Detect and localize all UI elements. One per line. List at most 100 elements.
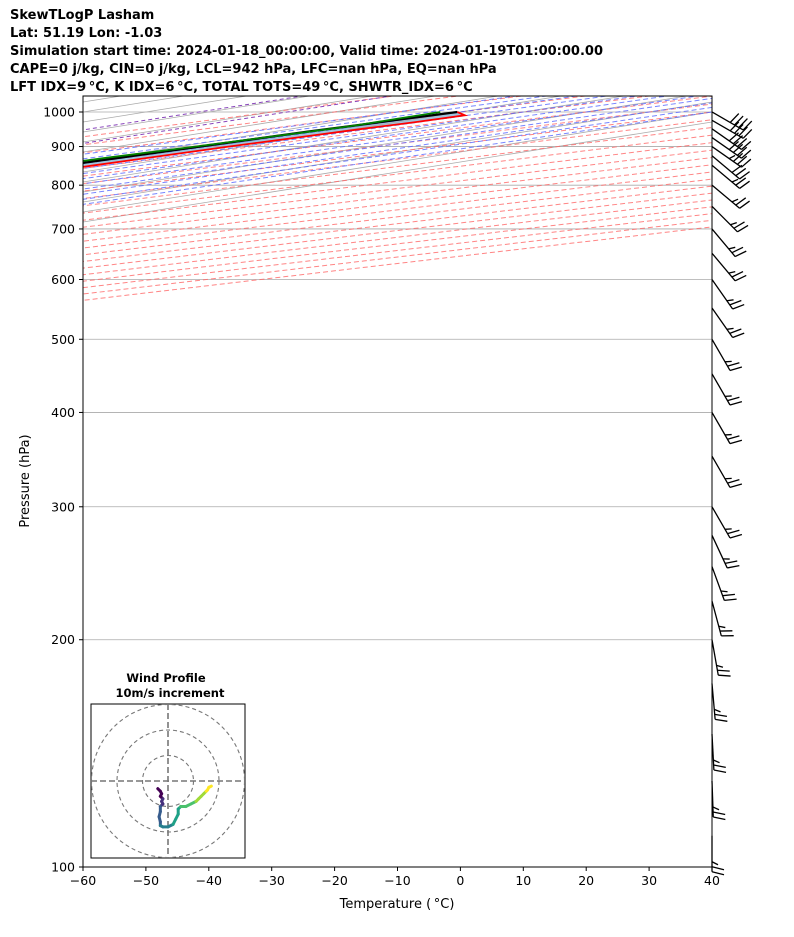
wind-barb-feather — [718, 625, 726, 629]
temperature-line — [83, 111, 469, 168]
wind-barb-feather — [736, 146, 748, 156]
wind-barb-shaft — [711, 184, 740, 209]
dry-adiabat — [83, 119, 712, 200]
y-tick-label: 700 — [51, 221, 75, 236]
wind-barb — [711, 137, 752, 159]
wind-barb-shaft — [711, 639, 719, 676]
wind-barb — [711, 734, 727, 774]
wind-barb — [711, 279, 745, 310]
x-tick-label: −50 — [133, 873, 159, 888]
wind-barb — [711, 455, 743, 489]
y-axis-label: Pressure (hPa) — [18, 434, 33, 527]
wind-barb-feather — [730, 221, 737, 226]
wind-barb — [711, 146, 752, 168]
wind-barb-feather — [737, 224, 749, 233]
y-tick-label: 600 — [51, 272, 75, 287]
wind-barb-feather — [741, 149, 752, 159]
wind-barb — [711, 683, 728, 722]
wind-barb — [711, 205, 749, 233]
wind-barb-feather — [729, 121, 740, 132]
wind-barb-shaft — [711, 205, 738, 233]
hodograph: Wind Profile 10m/s increment — [90, 671, 246, 859]
wind-barb-feather — [736, 155, 748, 165]
wind-barb — [711, 835, 725, 876]
wind-barb-feather — [726, 327, 734, 330]
wind-barb-shaft — [711, 535, 728, 569]
wind-barb-feather — [715, 718, 728, 722]
y-tick-label: 1000 — [43, 104, 75, 119]
isotherm — [83, 96, 438, 153]
wind-barb-shaft — [711, 137, 742, 159]
wind-barb — [711, 119, 753, 139]
location-line: Lat: 51.19 Lon: -1.03 — [10, 26, 163, 41]
wind-barb-feather — [735, 167, 747, 177]
wind-barb-shaft — [711, 279, 734, 310]
wind-barb-feather — [728, 132, 739, 142]
wind-barb — [711, 373, 743, 406]
hodograph-title: Wind Profile — [126, 671, 206, 685]
wind-barb-feather — [732, 135, 744, 145]
dry-adiabat — [83, 96, 398, 138]
moist-adiabat — [83, 96, 611, 169]
wind-barb-shaft — [711, 111, 744, 131]
wind-barb-feather — [733, 221, 745, 229]
wind-barb-feather — [717, 669, 730, 672]
wind-barb-feather — [734, 250, 747, 258]
dry-adiabat — [83, 206, 712, 282]
y-tick-label: 300 — [51, 499, 75, 514]
wind-barb-feather — [734, 123, 744, 134]
wind-barb-shaft — [711, 128, 742, 150]
wind-barb-feather — [741, 158, 752, 168]
wind-barb-feather — [731, 246, 744, 254]
wind-barb-feather — [736, 137, 748, 148]
wind-barb-feather — [727, 564, 740, 569]
wind-barb-feather — [713, 816, 726, 821]
wind-barb — [711, 128, 752, 150]
wind-barb-feather — [713, 764, 726, 769]
chart-title: SkewTLogP Lasham — [10, 8, 155, 23]
wind-barb-feather — [732, 303, 745, 310]
wind-barb-feather — [713, 769, 727, 774]
wind-barb-feather — [711, 861, 719, 866]
wind-barb-feather — [729, 439, 743, 445]
wind-barb — [711, 600, 734, 637]
wind-barb-shaft — [711, 307, 734, 338]
moist-adiabat — [83, 97, 712, 190]
wind-barb-shaft — [711, 506, 731, 539]
dewpoint-line — [83, 111, 441, 162]
wind-barb — [711, 184, 750, 209]
wind-barb-feather — [712, 806, 720, 811]
cape-line: CAPE=0 j/kg, CIN=0 j/kg, LCL=942 hPa, LF… — [10, 62, 497, 77]
wind-barb-feather — [728, 141, 739, 151]
wind-barb-feather — [731, 164, 743, 174]
dry-adiabat — [83, 96, 462, 146]
y-tick-label: 800 — [51, 178, 75, 193]
moist-adiabat — [83, 102, 712, 195]
wind-barb-feather — [729, 400, 743, 406]
wind-barb — [711, 780, 726, 821]
wind-barb-shaft — [711, 412, 731, 444]
x-tick-label: 20 — [578, 873, 594, 888]
wind-barb-feather — [727, 435, 740, 440]
wind-barb-feather — [734, 115, 744, 126]
y-tick-label: 100 — [51, 860, 75, 875]
wind-barb-feather — [724, 598, 737, 602]
x-tick-label: −10 — [384, 873, 410, 888]
wind-barb-feather — [712, 811, 726, 816]
wind-barb — [711, 164, 750, 189]
wind-barb — [711, 228, 747, 258]
wind-barb-shaft — [711, 600, 722, 637]
wind-barb-feather — [729, 366, 743, 372]
wind-barb-shaft — [711, 683, 716, 720]
wind-barb-shaft — [711, 455, 731, 488]
moist-adiabat — [83, 111, 712, 205]
wind-barb-feather — [732, 332, 745, 339]
x-axis-label: Temperature ( °C) — [339, 897, 455, 912]
wind-barb-feather — [732, 152, 744, 162]
wind-barb-feather — [731, 198, 739, 203]
wind-barb — [711, 155, 750, 180]
wind-barb-feather — [735, 197, 747, 206]
wind-barb-shaft — [711, 119, 744, 139]
mixing-ratio-line — [83, 96, 306, 131]
hodograph-subtitle: 10m/s increment — [116, 686, 225, 700]
